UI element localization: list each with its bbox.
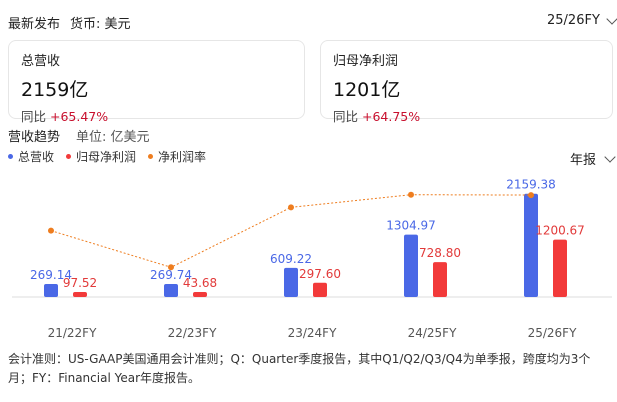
- legend-dot-profit: [66, 154, 72, 159]
- data-label-revenue: 1304.97: [386, 219, 436, 233]
- margin-point: [528, 192, 534, 199]
- margin-point: [408, 191, 414, 198]
- revenue-card-yoy: 同比 +65.47%: [21, 106, 292, 125]
- profit-card-yoy: 同比 +64.75%: [333, 106, 600, 125]
- margin-point: [48, 227, 54, 234]
- period-selector-label: 25/26FY: [547, 13, 600, 28]
- profit-card-value: 1201亿: [333, 79, 401, 101]
- margin-point: [168, 264, 174, 271]
- revenue-card: 总营收 2159亿 同比 +65.47%: [8, 40, 305, 124]
- currency-label: 货币: 美元: [70, 17, 131, 32]
- data-label-revenue: 2159.38: [506, 178, 556, 192]
- bar-profit: [433, 262, 447, 297]
- legend-dot-revenue: [8, 154, 13, 159]
- bar-revenue: [164, 284, 178, 297]
- bar-profit: [313, 282, 327, 297]
- legend-label-margin: 净利润率: [158, 150, 207, 164]
- frequency-selector-label: 年报: [570, 153, 597, 168]
- data-label-revenue: 609.22: [270, 252, 312, 266]
- bar-revenue: [404, 234, 418, 297]
- chevron-down-icon: [606, 12, 617, 25]
- margin-line: [50, 194, 532, 268]
- x-tick-label: 25/26FY: [528, 326, 577, 340]
- legend-item-revenue[interactable]: 总营收: [8, 148, 54, 165]
- data-label-profit: 97.52: [63, 276, 97, 290]
- x-tick-label: 24/25FY: [408, 326, 457, 340]
- legend-label-profit: 归母净利润: [76, 150, 137, 164]
- yoy-label: 同比: [333, 109, 359, 124]
- page-title: 最新发布: [8, 17, 61, 32]
- yoy-value: +65.47%: [50, 109, 109, 124]
- x-tick-label: 21/22FY: [48, 326, 97, 340]
- trend-unit: 单位: 亿美元: [76, 130, 150, 145]
- yoy-label: 同比: [21, 109, 47, 124]
- x-tick-label: 22/23FY: [168, 326, 217, 340]
- margin-point: [288, 204, 294, 211]
- bar-revenue: [284, 267, 298, 297]
- chevron-down-icon: [604, 150, 616, 163]
- data-label-revenue: 269.74: [150, 268, 192, 282]
- period-selector[interactable]: 25/26FY: [547, 12, 617, 28]
- data-label-profit: 297.60: [299, 267, 341, 281]
- bar-profit: [553, 239, 567, 297]
- bar-profit: [73, 292, 87, 297]
- profit-card: 归母净利润 1201亿 同比 +64.75%: [320, 40, 613, 124]
- revenue-card-value: 2159亿: [21, 79, 89, 101]
- legend-item-margin[interactable]: 净利润率: [148, 148, 206, 165]
- data-label-profit: 728.80: [419, 246, 461, 260]
- legend-label-revenue: 总营收: [18, 150, 55, 164]
- chart-legend: 总营收 归母净利润 净利润率: [8, 148, 206, 165]
- bar-revenue: [44, 284, 58, 297]
- x-tick-label: 23/24FY: [288, 326, 337, 340]
- footnote: 会计准则：US-GAAP美国通用会计准则；Q：Quarter季度报告，其中Q1/…: [8, 352, 591, 385]
- yoy-value: +64.75%: [362, 109, 421, 124]
- data-label-revenue: 269.14: [30, 268, 72, 282]
- bar-revenue: [524, 193, 538, 297]
- trend-title: 营收趋势: [8, 130, 61, 145]
- legend-item-profit[interactable]: 归母净利润: [66, 148, 136, 165]
- revenue-card-label: 总营收: [21, 54, 61, 69]
- data-label-profit: 1200.67: [535, 224, 585, 238]
- data-label-profit: 43.68: [183, 276, 217, 290]
- profit-card-label: 归母净利润: [333, 54, 399, 69]
- bar-profit: [193, 292, 207, 297]
- legend-dot-margin: [148, 154, 154, 159]
- frequency-selector[interactable]: 年报: [570, 149, 616, 168]
